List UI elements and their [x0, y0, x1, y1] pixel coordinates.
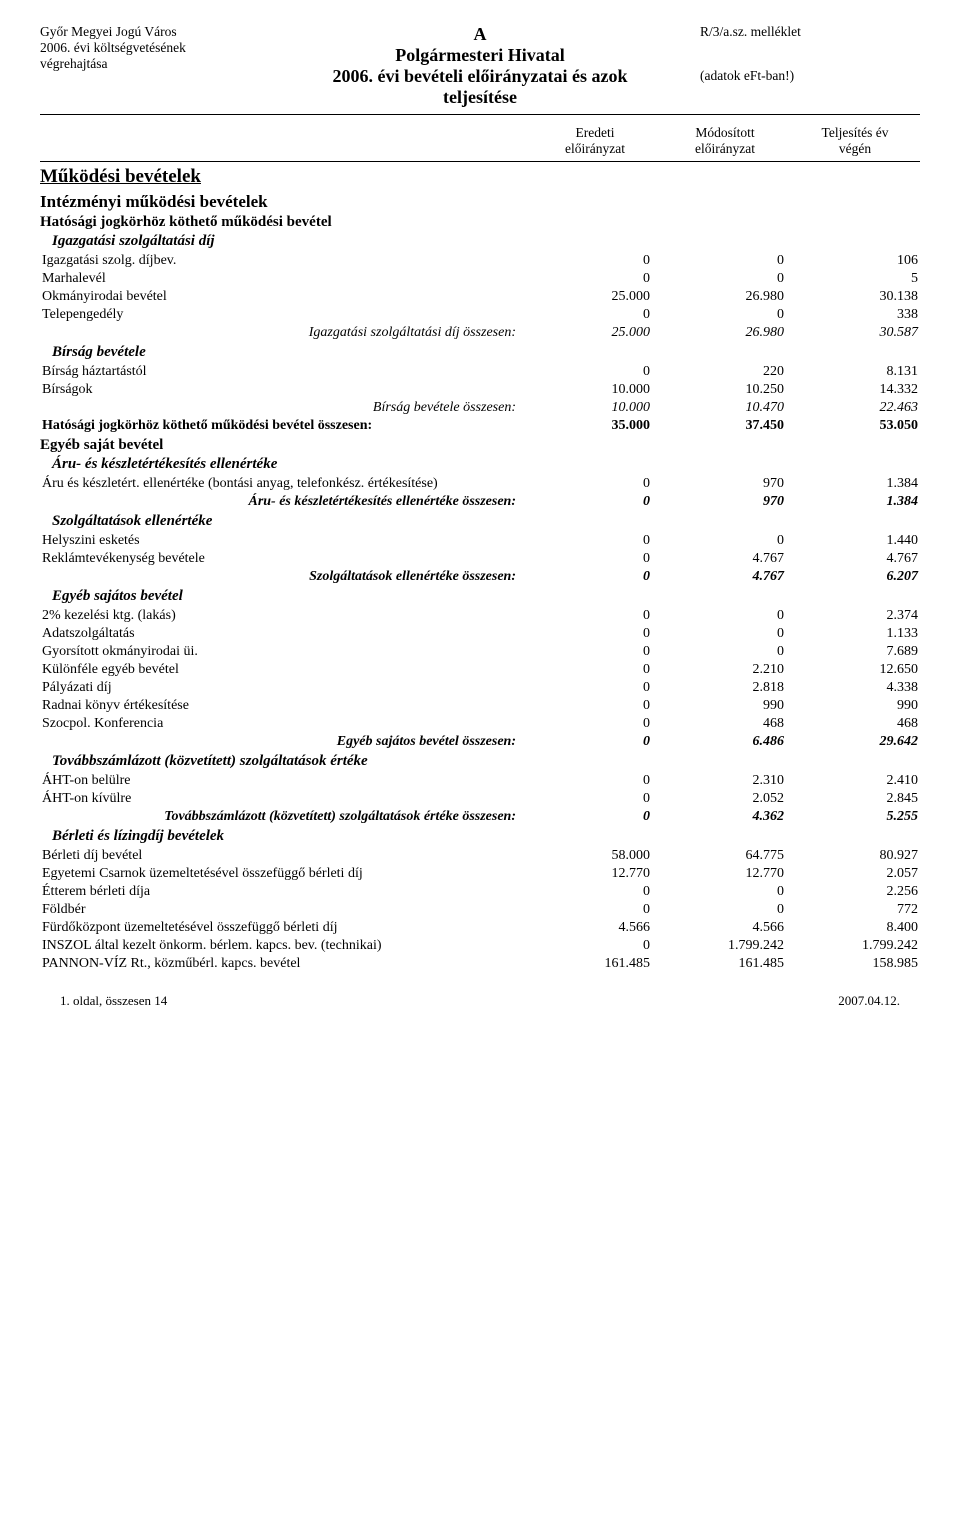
table-row: Radnai könyv értékesítése0990990	[40, 697, 920, 715]
table-row: Igazgatási szolg. díjbev.00106	[40, 252, 920, 270]
col-original: Eredeti előirányzat	[530, 125, 660, 157]
h2-institutional: Intézményi működési bevételek	[40, 192, 920, 212]
table-row: INSZOL által kezelt önkorm. bérlem. kapc…	[40, 937, 920, 955]
doc-title-2: 2006. évi bevételi előirányzatai és azok	[260, 66, 700, 87]
total-row: Hatósági jogkörhöz köthető működési bevé…	[40, 417, 920, 435]
h3-other-own: Egyéb saját bevétel	[40, 437, 920, 454]
table-reinvoiced: ÁHT-on belülre02.3102.410 ÁHT-on kívülre…	[40, 772, 920, 826]
subtotal-row: Áru- és készletértékesítés ellenértéke ö…	[40, 493, 920, 511]
h1-working-revenue: Működési bevételek	[40, 166, 920, 188]
table-other-specific: 2% kezelési ktg. (lakás)002.374 Adatszol…	[40, 607, 920, 751]
table-row: Pályázati díj02.8184.338	[40, 679, 920, 697]
appendix-ref: R/3/a.sz. melléklet	[700, 24, 920, 40]
rule-under-cols	[40, 161, 920, 162]
table-row: Bírság háztartástól02208.131	[40, 363, 920, 381]
table-row: Bérleti díj bevétel58.00064.77580.927	[40, 847, 920, 865]
table-admin-fee: Igazgatási szolg. díjbev.00106 Marhalevé…	[40, 252, 920, 342]
table-row: Áru és készletért. ellenértéke (bontási …	[40, 475, 920, 493]
header-left: Győr Megyei Jogú Város 2006. évi költség…	[40, 24, 260, 108]
doc-title-1: Polgármesteri Hivatal	[260, 45, 700, 66]
column-headers: Eredeti előirányzat Módosított előirányz…	[40, 125, 920, 157]
table-row: ÁHT-on kívülre02.0522.845	[40, 790, 920, 808]
execution-label: végrehajtása	[40, 56, 260, 72]
org-name: Győr Megyei Jogú Város	[40, 24, 260, 40]
table-row: Bírságok10.00010.25014.332	[40, 381, 920, 399]
table-services: Helyszini esketés001.440 Reklámtevékenys…	[40, 532, 920, 586]
table-row: ÁHT-on belülre02.3102.410	[40, 772, 920, 790]
h4-other-specific: Egyéb sajátos bevétel	[52, 588, 920, 605]
table-row: Szocpol. Konferencia0468468	[40, 715, 920, 733]
subtotal-row: Bírság bevétele összesen:10.00010.47022.…	[40, 399, 920, 417]
table-row: Okmányirodai bevétel25.00026.98030.138	[40, 288, 920, 306]
subtotal-row: Igazgatási szolgáltatási díj összesen:25…	[40, 324, 920, 342]
table-row: Egyetemi Csarnok üzemeltetésével összefü…	[40, 865, 920, 883]
h4-fines: Bírság bevétele	[52, 344, 920, 361]
table-goods: Áru és készletért. ellenértéke (bontási …	[40, 475, 920, 511]
h4-admin-fee: Igazgatási szolgáltatási díj	[52, 233, 920, 250]
table-row: Különféle egyéb bevétel02.21012.650	[40, 661, 920, 679]
doc-title-3: teljesítése	[260, 87, 700, 108]
h4-reinvoiced: Továbbszámlázott (közvetített) szolgálta…	[52, 753, 920, 770]
subtotal-row: Szolgáltatások ellenértéke összesen:04.7…	[40, 568, 920, 586]
h4-services: Szolgáltatások ellenértéke	[52, 513, 920, 530]
rule-top	[40, 114, 920, 115]
table-row: Étterem bérleti díja002.256	[40, 883, 920, 901]
page-header: Győr Megyei Jogú Város 2006. évi költség…	[40, 24, 920, 108]
print-date: 2007.04.12.	[838, 993, 900, 1009]
header-center: A Polgármesteri Hivatal 2006. évi bevéte…	[260, 24, 700, 108]
budget-year: 2006. évi költségvetésének	[40, 40, 260, 56]
table-row: Gyorsított okmányirodai üi.007.689	[40, 643, 920, 661]
table-row: Helyszini esketés001.440	[40, 532, 920, 550]
table-rent: Bérleti díj bevétel58.00064.77580.927 Eg…	[40, 847, 920, 973]
table-row: Marhalevél005	[40, 270, 920, 288]
doc-letter: A	[260, 24, 700, 45]
table-row: Adatszolgáltatás001.133	[40, 625, 920, 643]
col-modified: Módosított előirányzat	[660, 125, 790, 157]
subtotal-row: Egyéb sajátos bevétel összesen:06.48629.…	[40, 733, 920, 751]
header-right: R/3/a.sz. melléklet (adatok eFt-ban!)	[700, 24, 920, 108]
subtotal-row: Továbbszámlázott (közvetített) szolgálta…	[40, 808, 920, 826]
table-row: Földbér00772	[40, 901, 920, 919]
col-actual: Teljesítés év végén	[790, 125, 920, 157]
page-number: 1. oldal, összesen 14	[60, 993, 167, 1009]
h3-authority: Hatósági jogkörhöz köthető működési bevé…	[40, 214, 920, 231]
h4-goods: Áru- és készletértékesítés ellenértéke	[52, 456, 920, 473]
table-row: Reklámtevékenység bevétele04.7674.767	[40, 550, 920, 568]
page-footer: 1. oldal, összesen 14 2007.04.12.	[40, 993, 920, 1009]
table-row: Fürdőközpont üzemeltetésével összefüggő …	[40, 919, 920, 937]
units-note: (adatok eFt-ban!)	[700, 68, 920, 84]
table-row: PANNON-VÍZ Rt., közműbérl. kapcs. bevéte…	[40, 955, 920, 973]
table-fines: Bírság háztartástól02208.131 Bírságok10.…	[40, 363, 920, 435]
h4-rent: Bérleti és lízingdíj bevételek	[52, 828, 920, 845]
table-row: Telepengedély00338	[40, 306, 920, 324]
table-row: 2% kezelési ktg. (lakás)002.374	[40, 607, 920, 625]
